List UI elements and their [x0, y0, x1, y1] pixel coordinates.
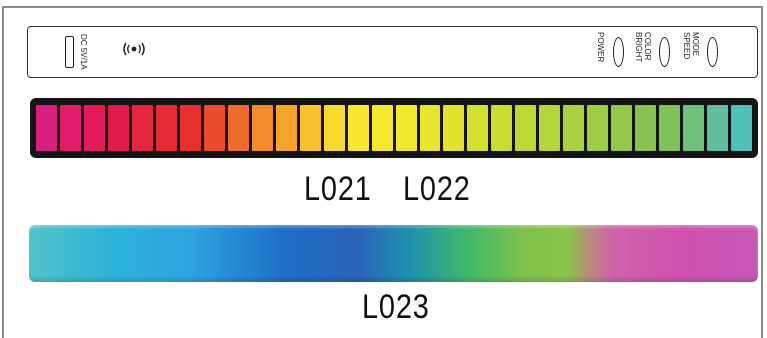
model-label-l023: L023	[362, 288, 430, 326]
light-segment	[635, 105, 657, 151]
light-segment	[515, 105, 537, 151]
power-button[interactable]	[613, 37, 624, 67]
light-segment	[275, 105, 297, 151]
light-segment	[179, 105, 201, 151]
color-bright-button[interactable]	[659, 37, 670, 67]
light-segment	[107, 105, 129, 151]
light-segment	[203, 105, 225, 151]
light-segment	[563, 105, 585, 151]
model-label-l021: L021	[304, 170, 372, 208]
light-segment	[299, 105, 321, 151]
light-segment	[83, 105, 105, 151]
segmented-light-bar	[30, 98, 758, 158]
port-label: DC 5V/1A	[79, 34, 88, 70]
light-segment	[659, 105, 681, 151]
light-segment	[323, 105, 345, 151]
light-segment	[131, 105, 153, 151]
light-segment	[683, 105, 705, 151]
light-segment	[251, 105, 273, 151]
light-segment	[731, 105, 753, 151]
light-segment	[611, 105, 633, 151]
light-segment	[155, 105, 177, 151]
light-segment	[36, 105, 57, 151]
light-segment	[707, 105, 729, 151]
light-segment	[371, 105, 393, 151]
sound-sensor-icon	[123, 42, 145, 56]
segment-row	[36, 105, 753, 151]
power-button-label: POWER	[596, 32, 605, 63]
light-segment	[395, 105, 417, 151]
light-segment	[539, 105, 561, 151]
light-segment	[443, 105, 465, 151]
power-port-icon	[65, 36, 74, 68]
light-segment	[59, 105, 81, 151]
light-segment	[587, 105, 609, 151]
mode-speed-button[interactable]	[707, 37, 718, 67]
light-segment	[419, 105, 441, 151]
image-frame	[2, 6, 763, 338]
light-segment	[467, 105, 489, 151]
light-segment	[227, 105, 249, 151]
light-segment	[347, 105, 369, 151]
mode-speed-button-label: MODE SPEED	[682, 32, 700, 60]
device-top-panel: DC 5V/1A POWER COLOR BRIGHT MODE SPEED	[27, 26, 758, 78]
color-bright-button-label: COLOR BRIGHT	[634, 32, 652, 63]
light-segment	[491, 105, 513, 151]
gradient-light-bar	[29, 225, 758, 282]
model-label-l022: L022	[403, 170, 471, 208]
